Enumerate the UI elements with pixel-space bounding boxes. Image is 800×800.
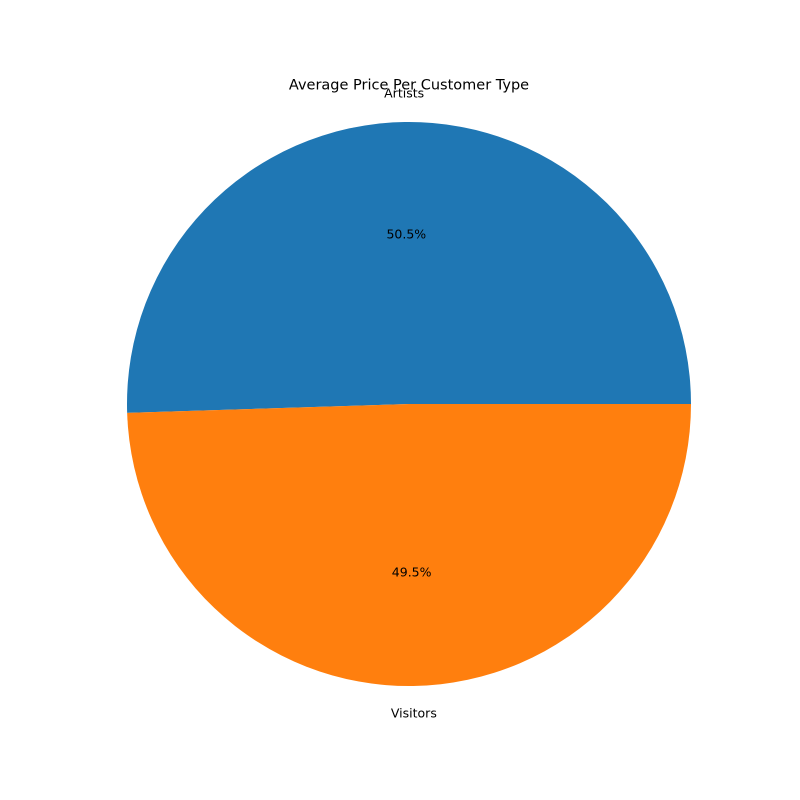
slice-label-visitors: Visitors xyxy=(391,706,437,721)
slice-percent-visitors: 49.5% xyxy=(392,565,432,580)
slice-label-artists: Artists xyxy=(384,85,424,100)
chart-title: Average Price Per Customer Type xyxy=(289,78,529,94)
slice-percent-artists: 50.5% xyxy=(386,226,426,241)
pie-slice-visitors xyxy=(127,404,691,686)
pie-slice-artists xyxy=(126,121,692,413)
pie-labels: Artists 50.5% Visitors 49.5% xyxy=(384,85,437,720)
pie-slices xyxy=(126,121,692,686)
